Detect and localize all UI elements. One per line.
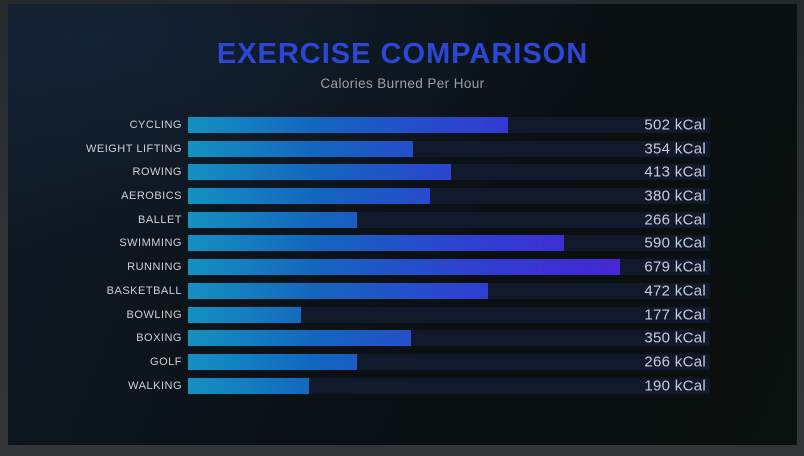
bar-label: BALLET [138,213,182,226]
bar-label: ROWING [132,166,182,179]
bar-row: BOWLING 177 kCal [8,306,710,323]
bar-value: 679 kCal [644,258,706,276]
bar-value: 177 kCal [644,306,706,323]
bar-value: 590 kCal [644,234,706,252]
bar-row: ROWING 413 kCal [8,163,710,181]
bar-track: 354 kCal [188,140,710,158]
bar-track: 177 kCal [188,306,710,323]
bar-row: WALKING 190 kCal [8,377,710,395]
bar-track: 472 kCal [188,282,710,300]
bar-row: BALLET 266 kCal [8,211,710,229]
bar-fill [188,330,411,347]
bar-track: 502 kCal [188,116,710,134]
bar-value: 354 kCal [644,140,706,158]
bar-label: RUNNING [127,261,182,274]
bar-value: 266 kCal [644,211,706,229]
bar-row: RUNNING 679 kCal [8,258,710,276]
bar-value: 350 kCal [644,329,706,347]
bar-value: 380 kCal [644,187,706,205]
bar-track: 350 kCal [188,329,710,347]
bar-row: CYCLING 502 kCal [8,116,710,134]
bar-fill [188,353,358,370]
bar-track: 266 kCal [188,211,710,229]
bar-row: AEROBICS 380 kCal [8,187,710,205]
bar-track: 679 kCal [188,258,710,276]
bar-fill [188,259,621,276]
bar-value: 266 kCal [644,353,706,371]
bar-row: GOLF 266 kCal [8,353,710,371]
chart-canvas: EXERCISE COMPARISON Calories Burned Per … [8,4,797,445]
bar-value: 413 kCal [644,163,706,181]
bar-fill [188,164,451,181]
bar-label: BASKETBALL [106,284,182,297]
bar-fill [188,140,414,157]
bar-value: 472 kCal [644,282,706,300]
bar-fill [188,282,489,299]
bar-fill [188,235,564,252]
bar-label: WALKING [128,379,182,392]
bar-fill [188,188,430,205]
bar-track: 590 kCal [188,234,710,252]
bar-label: AEROBICS [121,190,182,203]
bar-track: 266 kCal [188,353,710,371]
chart-title: EXERCISE COMPARISON [216,38,589,70]
bar-row: BOXING 350 kCal [8,329,710,347]
bar-fill [188,117,508,133]
bar-row: WEIGHT LIFTING 354 kCal [8,140,710,158]
bar-track: 380 kCal [188,187,710,205]
bar-fill [188,306,301,323]
bar-label: BOWLING [126,308,182,321]
bar-fill [188,377,309,394]
bar-value: 502 kCal [644,116,706,134]
bar-track: 413 kCal [188,163,710,181]
bar-fill [188,211,358,228]
bar-label: SWIMMING [119,237,182,250]
bar-label: CYCLING [129,119,182,131]
bar-label: BOXING [136,332,182,345]
chart-subtitle: Calories Burned Per Hour [320,76,485,91]
bar-label: GOLF [150,355,182,368]
bar-chart: CYCLING 502 kCal WEIGHT LIFTING 354 kCal ROW… [8,117,710,394]
bar-row: SWIMMING 590 kCal [8,234,710,252]
bar-label: WEIGHT LIFTING [85,142,182,155]
bar-track: 190 kCal [188,377,710,395]
bar-row: BASKETBALL 472 kCal [8,282,710,300]
bar-value: 190 kCal [644,377,706,395]
